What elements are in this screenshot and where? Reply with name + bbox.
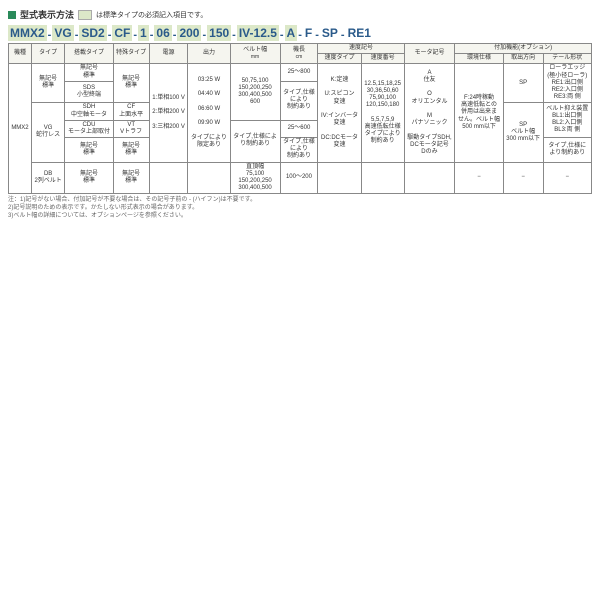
cell: DB2列ベルト — [31, 162, 64, 194]
model-part: 200 — [177, 25, 201, 41]
data-row: MMX2 無記号標準 無記号標準 無記号標準 1:単相100 V2:単相200 … — [9, 64, 592, 81]
cell: 03:25 W04:40 W06:60 W09:90 Wタイプにより限定あり — [188, 64, 230, 162]
footnotes: 注：1)記号がない場合、付加記号が不要な場合は、その記号子前の - (ハイフン)… — [8, 197, 592, 220]
cell: 12.5,15,18,2530,36,50,6075,90,100120,150… — [361, 64, 404, 162]
dash: - — [280, 29, 284, 41]
cell: − — [503, 162, 543, 194]
cell: ローラエッジ(極小径ローラ)RE1:出口側RE2:入口側RE3:両 側 — [543, 64, 591, 103]
dash: - — [298, 29, 302, 41]
data-row: DB2列ベルト 無記号標準 無記号標準 直頂幅75,100150,200,250… — [9, 162, 592, 194]
title-square — [8, 11, 16, 19]
dash: - — [341, 29, 345, 41]
cell: 50,75,100150,200,250300,400,500600 — [230, 64, 280, 120]
note: 3)ベルト幅の詳細については、オプションページを参照ください。 — [8, 213, 592, 221]
cell: 1:単相100 V2:単相200 V3:三相200 V — [149, 64, 188, 162]
legend-swatch — [78, 10, 92, 20]
note: 2)記号説明のための表示です。かたしない形式表示の場合があります。 — [8, 205, 592, 213]
legend-text: は標準タイプの必須記入項目です。 — [96, 10, 207, 20]
dash: - — [108, 29, 112, 41]
model-part: 1 — [138, 25, 149, 41]
cell: 直頂幅75,100150,200,250300,400,500 — [230, 162, 280, 194]
cell: 無記号標準 — [65, 64, 113, 81]
cell: − — [543, 162, 591, 194]
th-speed-type: 速度タイプ — [318, 54, 361, 64]
title-row: 型式表示方法 は標準タイプの必須記入項目です。 — [8, 8, 592, 21]
cell: − — [455, 162, 503, 194]
header-row-1: 機種 タイプ 搭載タイプ 特殊タイプ 電源 出力 ベルト幅mm 機長cm 速度記… — [9, 44, 592, 54]
cell — [404, 162, 455, 194]
model-number-row: MMX2- VG- SD2- CF- 1- 06- 200- 150- IV-1… — [8, 25, 592, 41]
cell: タイプ,仕様により制約あり — [230, 120, 280, 162]
th-dir: 取出方向 — [503, 54, 543, 64]
model-part: CF — [112, 25, 132, 41]
cell: 無記号標準 — [113, 138, 149, 163]
cell: タイプ,仕様により制約あり — [280, 138, 318, 163]
th-power: 電源 — [149, 44, 188, 64]
th-belt: ベルト幅mm — [230, 44, 280, 64]
cell: 無記号標準 — [65, 162, 113, 194]
cell — [188, 162, 230, 194]
cell: MMX2 — [9, 64, 32, 194]
model-part: F — [303, 25, 314, 41]
dash: - — [48, 29, 52, 41]
cell: CF上面水平 — [113, 103, 149, 120]
th-length: 機長cm — [280, 44, 318, 64]
cell: ベルト抑え装置BL1:出口側BL2:入口側BL3:両 側 — [543, 103, 591, 138]
note: 注：1)記号がない場合、付加記号が不要な場合は、その記号子前の - (ハイフン)… — [8, 197, 592, 205]
cell: CDUモータ上部取付 — [65, 120, 113, 137]
cell: K:定速U:スピコン変速IV:インバータ変速DC:DCモータ変速 — [318, 64, 361, 162]
th-tail: テール形状 — [543, 54, 591, 64]
cell: 25〜600 — [280, 120, 318, 137]
th-type: タイプ — [31, 44, 64, 64]
dash: - — [75, 29, 79, 41]
th-output: 出力 — [188, 44, 230, 64]
cell: タイプ,仕様により制約あり — [280, 81, 318, 120]
cell: VG蛇行レス — [31, 103, 64, 162]
model-part: A — [285, 25, 298, 41]
cell: F:24時稼動高速低転との併用は出来ません。ベルト幅500 mm以下 — [455, 64, 503, 162]
dash: - — [202, 29, 206, 41]
section-title: 型式表示方法 — [20, 8, 74, 21]
cell: VTVトラフ — [113, 120, 149, 137]
dash: - — [150, 29, 154, 41]
cell: SP — [503, 64, 543, 103]
cell: 無記号標準 — [31, 64, 64, 103]
model-part: 150 — [207, 25, 231, 41]
dash: - — [232, 29, 236, 41]
model-part: 06 — [154, 25, 171, 41]
cell: タイプ,仕様により制約あり — [543, 138, 591, 163]
th-env: 環境仕様 — [455, 54, 503, 64]
cell: 無記号標準 — [113, 64, 149, 103]
cell: SDS小型終端 — [65, 81, 113, 103]
th-motor: モータ記号 — [404, 44, 455, 64]
th-option: 付加機能(オプション) — [455, 44, 592, 54]
th-special: 特殊タイプ — [113, 44, 149, 64]
model-part: SD2 — [79, 25, 106, 41]
model-part: SP — [320, 25, 340, 41]
model-part: IV-12.5 — [237, 25, 279, 41]
th-speed: 速度記号 — [318, 44, 404, 54]
model-part: RE1 — [346, 25, 373, 41]
cell — [361, 162, 404, 194]
cell — [149, 162, 188, 194]
cell: SPベルト幅300 mm以下 — [503, 103, 543, 162]
cell: 無記号標準 — [65, 138, 113, 163]
cell: A住友OオリエンタルMパナソニック駆動タイプSDH,DCモータ記号Dのみ — [404, 64, 455, 162]
th-speed-num: 速度番号 — [361, 54, 404, 64]
th-model: 機種 — [9, 44, 32, 64]
cell — [318, 162, 361, 194]
model-part: VG — [52, 25, 73, 41]
dash: - — [173, 29, 177, 41]
cell: 25〜800 — [280, 64, 318, 81]
dash: - — [315, 29, 319, 41]
spec-table: 機種 タイプ 搭載タイプ 特殊タイプ 電源 出力 ベルト幅mm 機長cm 速度記… — [8, 43, 592, 194]
th-mount: 搭載タイプ — [65, 44, 113, 64]
cell: 100〜200 — [280, 162, 318, 194]
cell: SDH中空軸モータ — [65, 103, 113, 120]
cell: 無記号標準 — [113, 162, 149, 194]
model-part: MMX2 — [8, 25, 47, 41]
dash: - — [133, 29, 137, 41]
